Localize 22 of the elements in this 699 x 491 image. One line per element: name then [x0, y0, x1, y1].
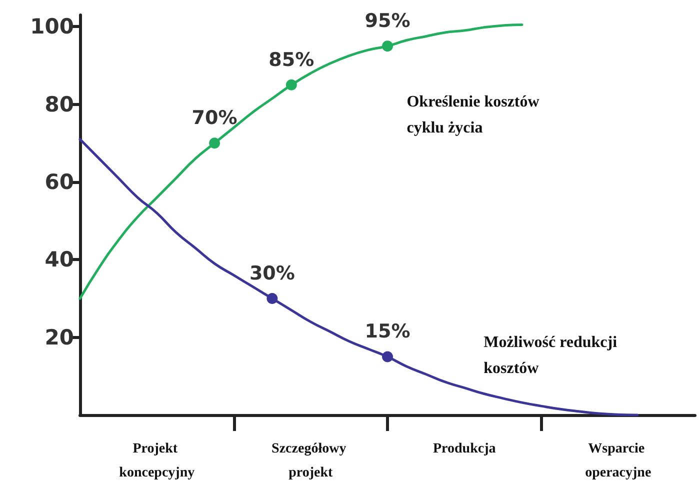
point	[286, 79, 297, 90]
y-tick-label: 60	[44, 170, 74, 194]
series-label: Możliwość redukcji kosztów	[484, 334, 622, 378]
point	[266, 293, 278, 304]
x-tick-label: Produkcja	[433, 442, 496, 456]
y-tick-label: 20	[44, 325, 74, 350]
data-label: 30%	[249, 262, 295, 284]
data-label: 15%	[364, 320, 410, 343]
point	[209, 138, 220, 149]
y-tick-label: 80	[44, 92, 74, 116]
y-tick-label: 40	[44, 248, 74, 272]
point	[382, 351, 393, 362]
text: Określenie kosztów cyklu życia	[406, 93, 544, 136]
data-label: 95%	[364, 10, 410, 32]
point	[382, 40, 393, 52]
x-tick-label: Szczegółowy projekt	[272, 442, 350, 480]
x-tick-label: Wsparcie operacyjne	[585, 442, 652, 480]
data-label: 70%	[192, 107, 238, 130]
data-label: 85%	[268, 48, 314, 71]
x-tick-label: Projekt koncepcyjny	[119, 442, 195, 480]
line-series	[78, 138, 639, 416]
y-tick-label: 100	[30, 14, 74, 39]
